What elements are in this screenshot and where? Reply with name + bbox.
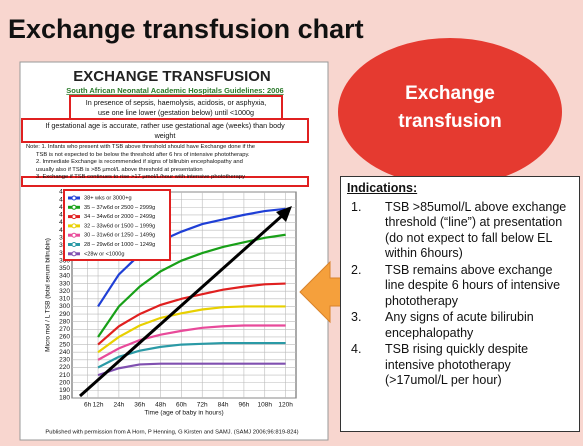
x-tick-label: 120h <box>278 402 293 409</box>
note-line: usually also if TSB is >85 µmol/L above … <box>36 166 203 173</box>
x-tick-label: 6h <box>84 402 92 409</box>
header-line: use one line lower (gestation below) unt… <box>98 108 254 117</box>
indication-item: 4. TSB rising quickly despite intensive p… <box>347 342 573 389</box>
item-text: TSB remains above exchange line despite … <box>385 262 561 308</box>
callout-ellipse <box>338 38 562 186</box>
legend-label: 35 – 37w6d or 2500 – 2999g <box>84 205 155 211</box>
x-tick-label: 48h <box>155 402 166 409</box>
highlight-box <box>21 118 309 143</box>
trend-arrow <box>79 212 285 398</box>
y-tick-label: 340 <box>59 273 70 280</box>
legend-label: 38+ wks or 3000+g <box>84 195 132 201</box>
header-line: In presence of sepsis, haemolysis, acido… <box>86 98 267 107</box>
y-tick-label: 320 <box>59 288 70 295</box>
item-text: Any signs of acute bilirubin encephalopa… <box>385 310 534 340</box>
item-number: 1. <box>351 199 362 214</box>
y-tick-label: 310 <box>59 296 70 303</box>
chart-footer: Published with permission from A Horn, P… <box>45 430 298 436</box>
y-tick-label: 200 <box>59 379 70 386</box>
item-text: TSB rising quickly despite intensive pho… <box>385 342 529 387</box>
series-line <box>97 207 286 308</box>
x-tick-label: 84h <box>218 402 229 409</box>
slide-title: Exchange transfusion chart <box>8 14 364 44</box>
note-line: Note: 1. Infants who present with TSB ab… <box>26 144 256 150</box>
legend-label: 28 – 29w6d or 1000 – 1249g <box>84 242 155 248</box>
y-tick-label: 290 <box>59 311 70 318</box>
y-tick-label: 270 <box>59 326 70 333</box>
indications-box: Indications: 1. TSB >85umol/L above excha… <box>340 176 580 432</box>
item-text: TSB >85umol/L above exchange threshold (… <box>385 199 567 261</box>
header-line: weight <box>154 131 176 140</box>
y-tick-label: 230 <box>59 357 70 364</box>
note-line: 3. Exchange if TSB continues to rise >17… <box>36 174 245 181</box>
series-line <box>97 305 286 354</box>
header-line: If gestational age is accurate, rather u… <box>45 121 285 130</box>
y-tick-label: 250 <box>59 341 70 348</box>
y-tick-label: 190 <box>59 387 70 394</box>
series-line <box>97 362 286 377</box>
x-tick-label: 96h <box>238 402 249 409</box>
legend-label: 30 – 31w6d or 1250 – 1499g <box>84 233 155 239</box>
item-number: 3. <box>351 310 362 324</box>
legend-marker <box>71 242 77 247</box>
chart-subtitle: South African Neonatal Academic Hospital… <box>66 86 283 95</box>
y-tick-label: 300 <box>59 303 70 310</box>
legend-box <box>63 189 171 261</box>
item-number: 4. <box>351 342 362 356</box>
y-tick-label: 180 <box>59 395 70 402</box>
legend-marker <box>71 204 77 210</box>
note-line: TSB is not expected to be below the thre… <box>36 151 250 158</box>
y-axis-label: Micro mol / L TSB (total serum bilirubin… <box>45 238 52 352</box>
y-tick-label: 220 <box>59 364 70 371</box>
notes: Note: 1. Infants who present with TSB ab… <box>26 144 308 182</box>
legend-label: 34 – 34w6d or 2000 – 2499g <box>84 214 155 220</box>
x-tick-label: 60h <box>176 402 187 409</box>
item-number: 2. <box>351 262 362 277</box>
legend-marker <box>71 223 77 229</box>
y-tick-label: 210 <box>59 372 70 379</box>
legend-label: <28w or <1000g <box>84 251 124 257</box>
legend-marker <box>71 232 77 238</box>
y-tick-label: 330 <box>59 280 70 287</box>
legend-label: 32 – 33w6d or 1500 – 1999g <box>84 223 155 229</box>
note-line: 2. Immediate Exchange is recommended if … <box>36 159 243 166</box>
series-line <box>97 324 286 361</box>
legend-marker <box>71 214 77 220</box>
trend-arrowhead <box>276 206 292 222</box>
x-tick-label: 72h <box>197 402 208 409</box>
y-tick-label: 260 <box>59 334 70 341</box>
callout-text: Exchange transfusion <box>398 83 502 132</box>
indication-item: 3. Any signs of acute bilirubin encephalo… <box>347 310 573 341</box>
y-tick-label: 280 <box>59 318 70 325</box>
y-tick-label: 240 <box>59 349 70 356</box>
indications-heading: Indications: <box>347 181 418 195</box>
x-tick-label: 36h <box>134 402 145 409</box>
x-tick-label: 108h <box>258 402 273 409</box>
y-tick-label: 350 <box>59 265 70 272</box>
chart-title: EXCHANGE TRANSFUSION <box>73 68 271 85</box>
x-axis-label: Time (age of baby in hours) <box>144 410 223 417</box>
legend-marker <box>71 251 77 257</box>
legend-marker <box>71 195 77 201</box>
indication-item: 1. TSB >85umol/L above exchange threshold… <box>347 200 573 262</box>
indication-item: 2. TSB remains above exchange line despit… <box>347 263 573 310</box>
x-tick-label: 24h <box>113 402 124 409</box>
x-tick-label: 12h <box>93 402 104 409</box>
highlight-box <box>21 176 309 187</box>
